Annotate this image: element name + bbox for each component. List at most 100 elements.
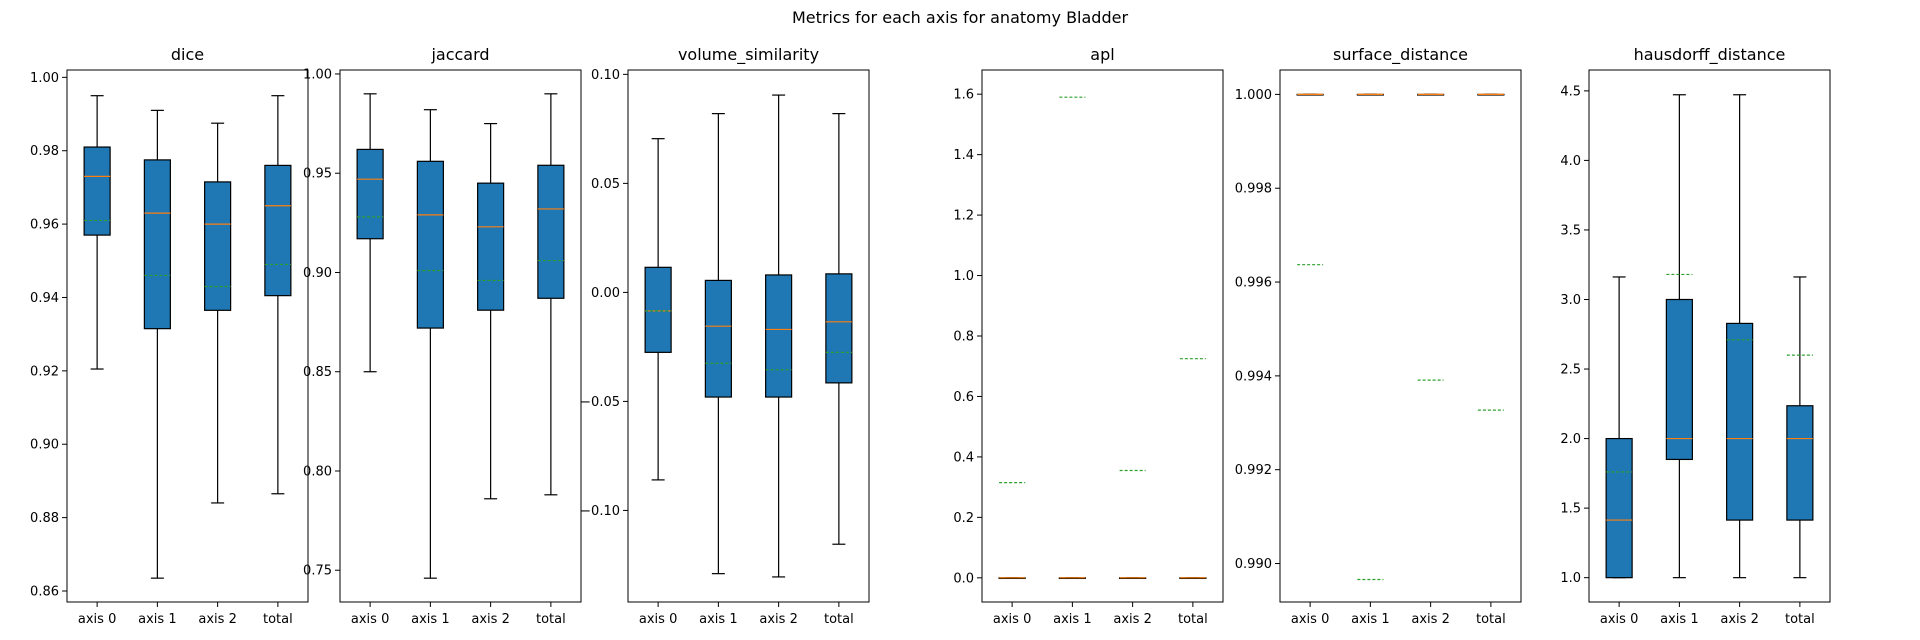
- x-tick-label: axis 1: [1660, 612, 1698, 627]
- box-body: [83, 146, 111, 236]
- x-tick-label: total: [1178, 612, 1208, 627]
- x-tick-label: total: [824, 612, 854, 627]
- box-total: [1179, 358, 1207, 580]
- y-tick-label: 1.000: [1235, 88, 1272, 103]
- subplot-title: volume_similarity: [678, 45, 819, 65]
- y-tick-label: 0.4: [953, 450, 974, 465]
- box-axis-1: [704, 113, 732, 575]
- box-body: [1605, 437, 1633, 579]
- box-body: [204, 181, 232, 311]
- box-total: [264, 95, 292, 495]
- y-tick-label: −0.10: [580, 504, 620, 519]
- x-tick-label: axis 0: [1600, 612, 1638, 627]
- x-tick-label: axis 0: [351, 612, 389, 627]
- axes-frame: [1279, 69, 1522, 603]
- subplot-title: dice: [171, 45, 204, 64]
- x-tick-label: total: [1785, 612, 1815, 627]
- box-axis-1: [1356, 93, 1384, 581]
- y-tick-label: 0.8: [953, 330, 974, 345]
- y-tick-label: 3.5: [1560, 223, 1581, 238]
- y-tick-label: 0.92: [30, 364, 59, 379]
- box-axis-2: [204, 122, 232, 504]
- x-tick-label: axis 2: [198, 612, 236, 627]
- box-axis-0: [644, 138, 672, 481]
- y-tick-label: 3.0: [1560, 293, 1581, 308]
- x-tick-label: axis 2: [1113, 612, 1151, 627]
- box-axis-0: [1296, 93, 1324, 266]
- box-axis-0: [356, 93, 384, 373]
- y-tick-label: 1.00: [30, 71, 59, 86]
- y-tick-label: 0.80: [303, 464, 332, 479]
- box-axis-2: [1417, 93, 1445, 381]
- subplot-apl: apl 0.0 0.2 0.4 0.6 0.8 1.0 1.2 1.4 1.6 axis 0 axis…: [953, 45, 1224, 627]
- box-axis-1: [1665, 94, 1693, 579]
- y-tick-label: 0.86: [30, 584, 59, 599]
- box-body: [1786, 405, 1814, 521]
- box-body: [264, 164, 292, 297]
- axes-frame: [627, 69, 870, 603]
- subplot-title: hausdorff_distance: [1634, 45, 1786, 65]
- x-tick-label: axis 0: [78, 612, 116, 627]
- y-tick-label: 0.6: [953, 390, 974, 405]
- y-tick-label: 4.0: [1560, 154, 1581, 169]
- x-tick-label: axis 1: [1351, 612, 1389, 627]
- y-tick-label: 0.05: [591, 177, 620, 192]
- y-tick-label: 0.10: [591, 68, 620, 83]
- box-total: [1786, 276, 1814, 579]
- box-body: [537, 164, 565, 299]
- subplot-title: apl: [1090, 45, 1114, 64]
- box-axis-1: [416, 109, 444, 579]
- y-tick-label: 0.00: [591, 286, 620, 301]
- y-tick-label: 0.90: [30, 438, 59, 453]
- y-tick-label: 0.75: [303, 564, 332, 579]
- y-tick-label: 0.990: [1235, 557, 1272, 572]
- box-axis-0: [998, 482, 1026, 580]
- box-axis-1: [143, 109, 171, 579]
- y-tick-label: 0.88: [30, 511, 59, 526]
- box-total: [1477, 93, 1505, 411]
- x-tick-label: axis 1: [411, 612, 449, 627]
- y-tick-label: 1.5: [1560, 502, 1581, 517]
- x-tick-label: axis 0: [639, 612, 677, 627]
- y-tick-label: 0.994: [1235, 369, 1272, 384]
- x-tick-label: total: [1476, 612, 1506, 627]
- x-tick-label: total: [536, 612, 566, 627]
- y-tick-label: 0.96: [30, 218, 59, 233]
- box-body: [825, 273, 853, 384]
- box-axis-0: [83, 95, 111, 370]
- y-tick-label: 0.98: [30, 144, 59, 159]
- box-axis-2: [1726, 94, 1754, 579]
- y-tick-label: −0.05: [580, 395, 620, 410]
- x-tick-label: axis 2: [759, 612, 797, 627]
- box-body: [644, 266, 672, 353]
- axes-frame: [339, 69, 582, 603]
- y-tick-label: 1.0: [1560, 571, 1581, 586]
- axes-frame: [1588, 69, 1831, 603]
- subplot-dice: dice 0.86 0.88 0.90 0.92 0.94 0.96 0.98 1.00 axis…: [30, 45, 309, 627]
- subplot-jaccard: jaccard 0.75 0.80 0.85 0.90 0.95 1.00 axis 0 axi…: [303, 45, 582, 627]
- y-tick-label: 0.90: [303, 266, 332, 281]
- figure-title: Metrics for each axis for anatomy Bladde…: [791, 8, 1129, 27]
- subplot-volume-similarity: volume_similarity −0.10 −0.05 0.00 0.05 0.10 a…: [580, 45, 870, 627]
- y-tick-label: 0.996: [1235, 276, 1272, 291]
- subplot-surface-distance: surface_distance 0.990 0.992 0.994 0.996 0.99…: [1235, 45, 1522, 627]
- subplot-title: surface_distance: [1333, 45, 1468, 65]
- x-tick-label: axis 0: [993, 612, 1031, 627]
- y-tick-label: 0.94: [30, 291, 59, 306]
- box-body: [1726, 322, 1754, 521]
- box-axis-0: [1605, 276, 1633, 579]
- x-tick-label: axis 2: [1720, 612, 1758, 627]
- y-tick-label: 0.2: [953, 511, 974, 526]
- y-tick-label: 0.85: [303, 365, 332, 380]
- y-tick-label: 1.6: [953, 88, 974, 103]
- box-body: [143, 159, 171, 330]
- box-body: [1665, 298, 1693, 461]
- y-tick-label: 4.5: [1560, 84, 1581, 99]
- axes-frame: [66, 69, 309, 603]
- box-body: [356, 148, 384, 240]
- box-body: [765, 274, 793, 398]
- box-body: [704, 279, 732, 398]
- box-total: [825, 113, 853, 545]
- box-axis-1: [1058, 96, 1086, 580]
